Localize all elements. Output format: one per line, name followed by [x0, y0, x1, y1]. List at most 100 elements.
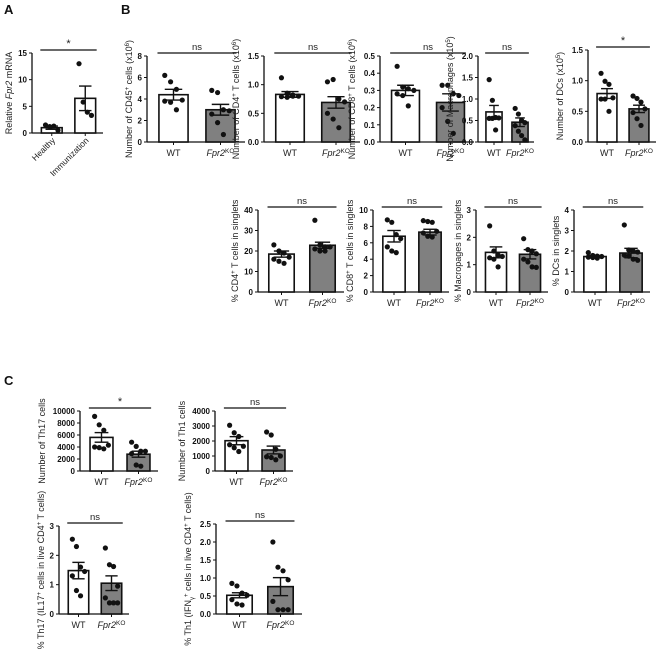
data-point — [330, 76, 336, 83]
y-tick-label: 0.5 — [200, 592, 212, 601]
data-point — [236, 448, 242, 455]
y-tick-label: 2 — [138, 117, 143, 126]
y-tick-label: 4000 — [57, 443, 75, 452]
x-tick-label: Fpr2KO — [309, 298, 337, 309]
bar-wt — [390, 89, 421, 143]
significance-label: ns — [90, 512, 100, 523]
data-point — [73, 543, 80, 550]
significance-label: ns — [250, 397, 260, 408]
data-point — [138, 463, 144, 469]
data-point — [106, 562, 113, 568]
data-point — [322, 248, 328, 254]
chart-B3: 0.0 0.1 0.2 0.3 0.4 0.5 Number of CD8+ T cells… — [347, 39, 474, 159]
data-point — [220, 107, 227, 113]
chart-B4: 0.0 0.5 1.0 1.5 2.0 Number of Macrophages (x1… — [445, 36, 534, 162]
data-point — [434, 228, 440, 234]
data-point — [55, 127, 61, 133]
y-axis-label: Number of Macrophages (x105) — [445, 36, 455, 161]
data-point — [276, 258, 282, 264]
data-point — [317, 242, 323, 248]
data-point — [129, 451, 135, 457]
data-point — [80, 99, 86, 105]
data-point — [420, 230, 426, 236]
y-tick-label: 0 — [364, 288, 369, 297]
y-axis-label: % CD8+ T cells in singlets — [345, 199, 355, 302]
y-tick-label: 0 — [23, 129, 28, 138]
data-point — [533, 251, 539, 257]
x-tick-label: Healthy — [30, 135, 58, 163]
x-tick-label: Fpr2KO — [416, 298, 444, 309]
data-point — [598, 70, 604, 76]
data-point — [280, 568, 286, 574]
y-tick-label: 1.0 — [200, 574, 212, 583]
y-tick-label: 0.0 — [248, 138, 260, 147]
data-point — [102, 595, 108, 601]
data-point — [398, 236, 404, 242]
data-point — [82, 568, 88, 575]
significance-label: ns — [508, 196, 518, 207]
y-tick-label: 6 — [364, 239, 369, 248]
data-point — [77, 593, 84, 599]
x-tick-label: Fpr2KO — [617, 298, 645, 309]
y-tick-label: 1.0 — [248, 81, 260, 90]
y-axis-label: % Macropages in singlets — [453, 199, 463, 302]
y-tick-label: 0.2 — [364, 104, 376, 113]
y-tick-label: 2 — [565, 247, 570, 256]
y-axis-label: Relative Fpr2 mRNA — [4, 52, 14, 135]
y-tick-label: 0.0 — [462, 138, 474, 147]
data-point — [630, 248, 636, 254]
data-point — [450, 130, 456, 136]
data-point — [439, 105, 445, 111]
bar-fpr2ko — [320, 101, 352, 143]
data-point — [521, 256, 527, 262]
y-tick-label: 0.5 — [248, 109, 260, 118]
data-point — [69, 536, 75, 542]
chart-B9: 0 1 2 3 4 % DCs in singlets WT Fpr2KO ns — [551, 196, 650, 309]
data-point — [635, 249, 641, 255]
y-tick-label: 2.0 — [462, 52, 474, 61]
y-tick-label: 0 — [249, 288, 254, 297]
data-point — [209, 87, 215, 93]
data-point — [234, 601, 240, 607]
y-tick-label: 4 — [138, 95, 143, 104]
data-point — [214, 89, 221, 96]
significance-label: ns — [608, 196, 618, 207]
significance-label: * — [621, 35, 626, 47]
y-tick-label: 0.4 — [364, 69, 376, 78]
data-point — [278, 75, 285, 81]
data-point — [486, 77, 492, 83]
data-point — [411, 87, 417, 93]
chart-C3: 0 1 2 3 % Th17 (IL17+ cells in live CD4+ T c… — [36, 491, 129, 649]
y-axis-label: Number of Th1 cells — [177, 400, 187, 481]
data-point — [69, 573, 75, 579]
data-point — [493, 127, 499, 133]
data-point — [96, 422, 102, 428]
data-point — [281, 250, 287, 256]
data-point — [106, 600, 113, 606]
y-tick-label: 0.0 — [572, 138, 584, 147]
data-point — [231, 430, 237, 436]
chart-B6: 0 10 20 30 40 % CD4+ T cells in singlets WT Fpr… — [230, 196, 344, 309]
data-point — [420, 218, 426, 224]
y-tick-label: 0.5 — [462, 117, 474, 126]
data-point — [336, 96, 342, 102]
data-point — [512, 123, 518, 129]
data-point — [489, 97, 495, 103]
data-point — [312, 217, 318, 223]
data-point — [389, 248, 395, 254]
data-point — [173, 107, 180, 113]
y-tick-label: 3000 — [192, 422, 210, 431]
y-tick-label: 10 — [244, 268, 253, 277]
data-point — [341, 99, 348, 105]
y-tick-label: 3 — [50, 522, 55, 531]
x-tick-label: WT — [230, 477, 244, 487]
y-tick-label: 8000 — [57, 419, 75, 428]
data-point — [133, 462, 139, 468]
panel-label-a: A — [4, 2, 14, 17]
data-point — [275, 564, 281, 570]
data-point — [621, 252, 627, 258]
x-tick-label: WT — [233, 620, 247, 630]
y-tick-label: 2 — [50, 551, 55, 560]
y-axis-label: % DCs in singlets — [551, 215, 561, 286]
data-point — [630, 109, 636, 116]
